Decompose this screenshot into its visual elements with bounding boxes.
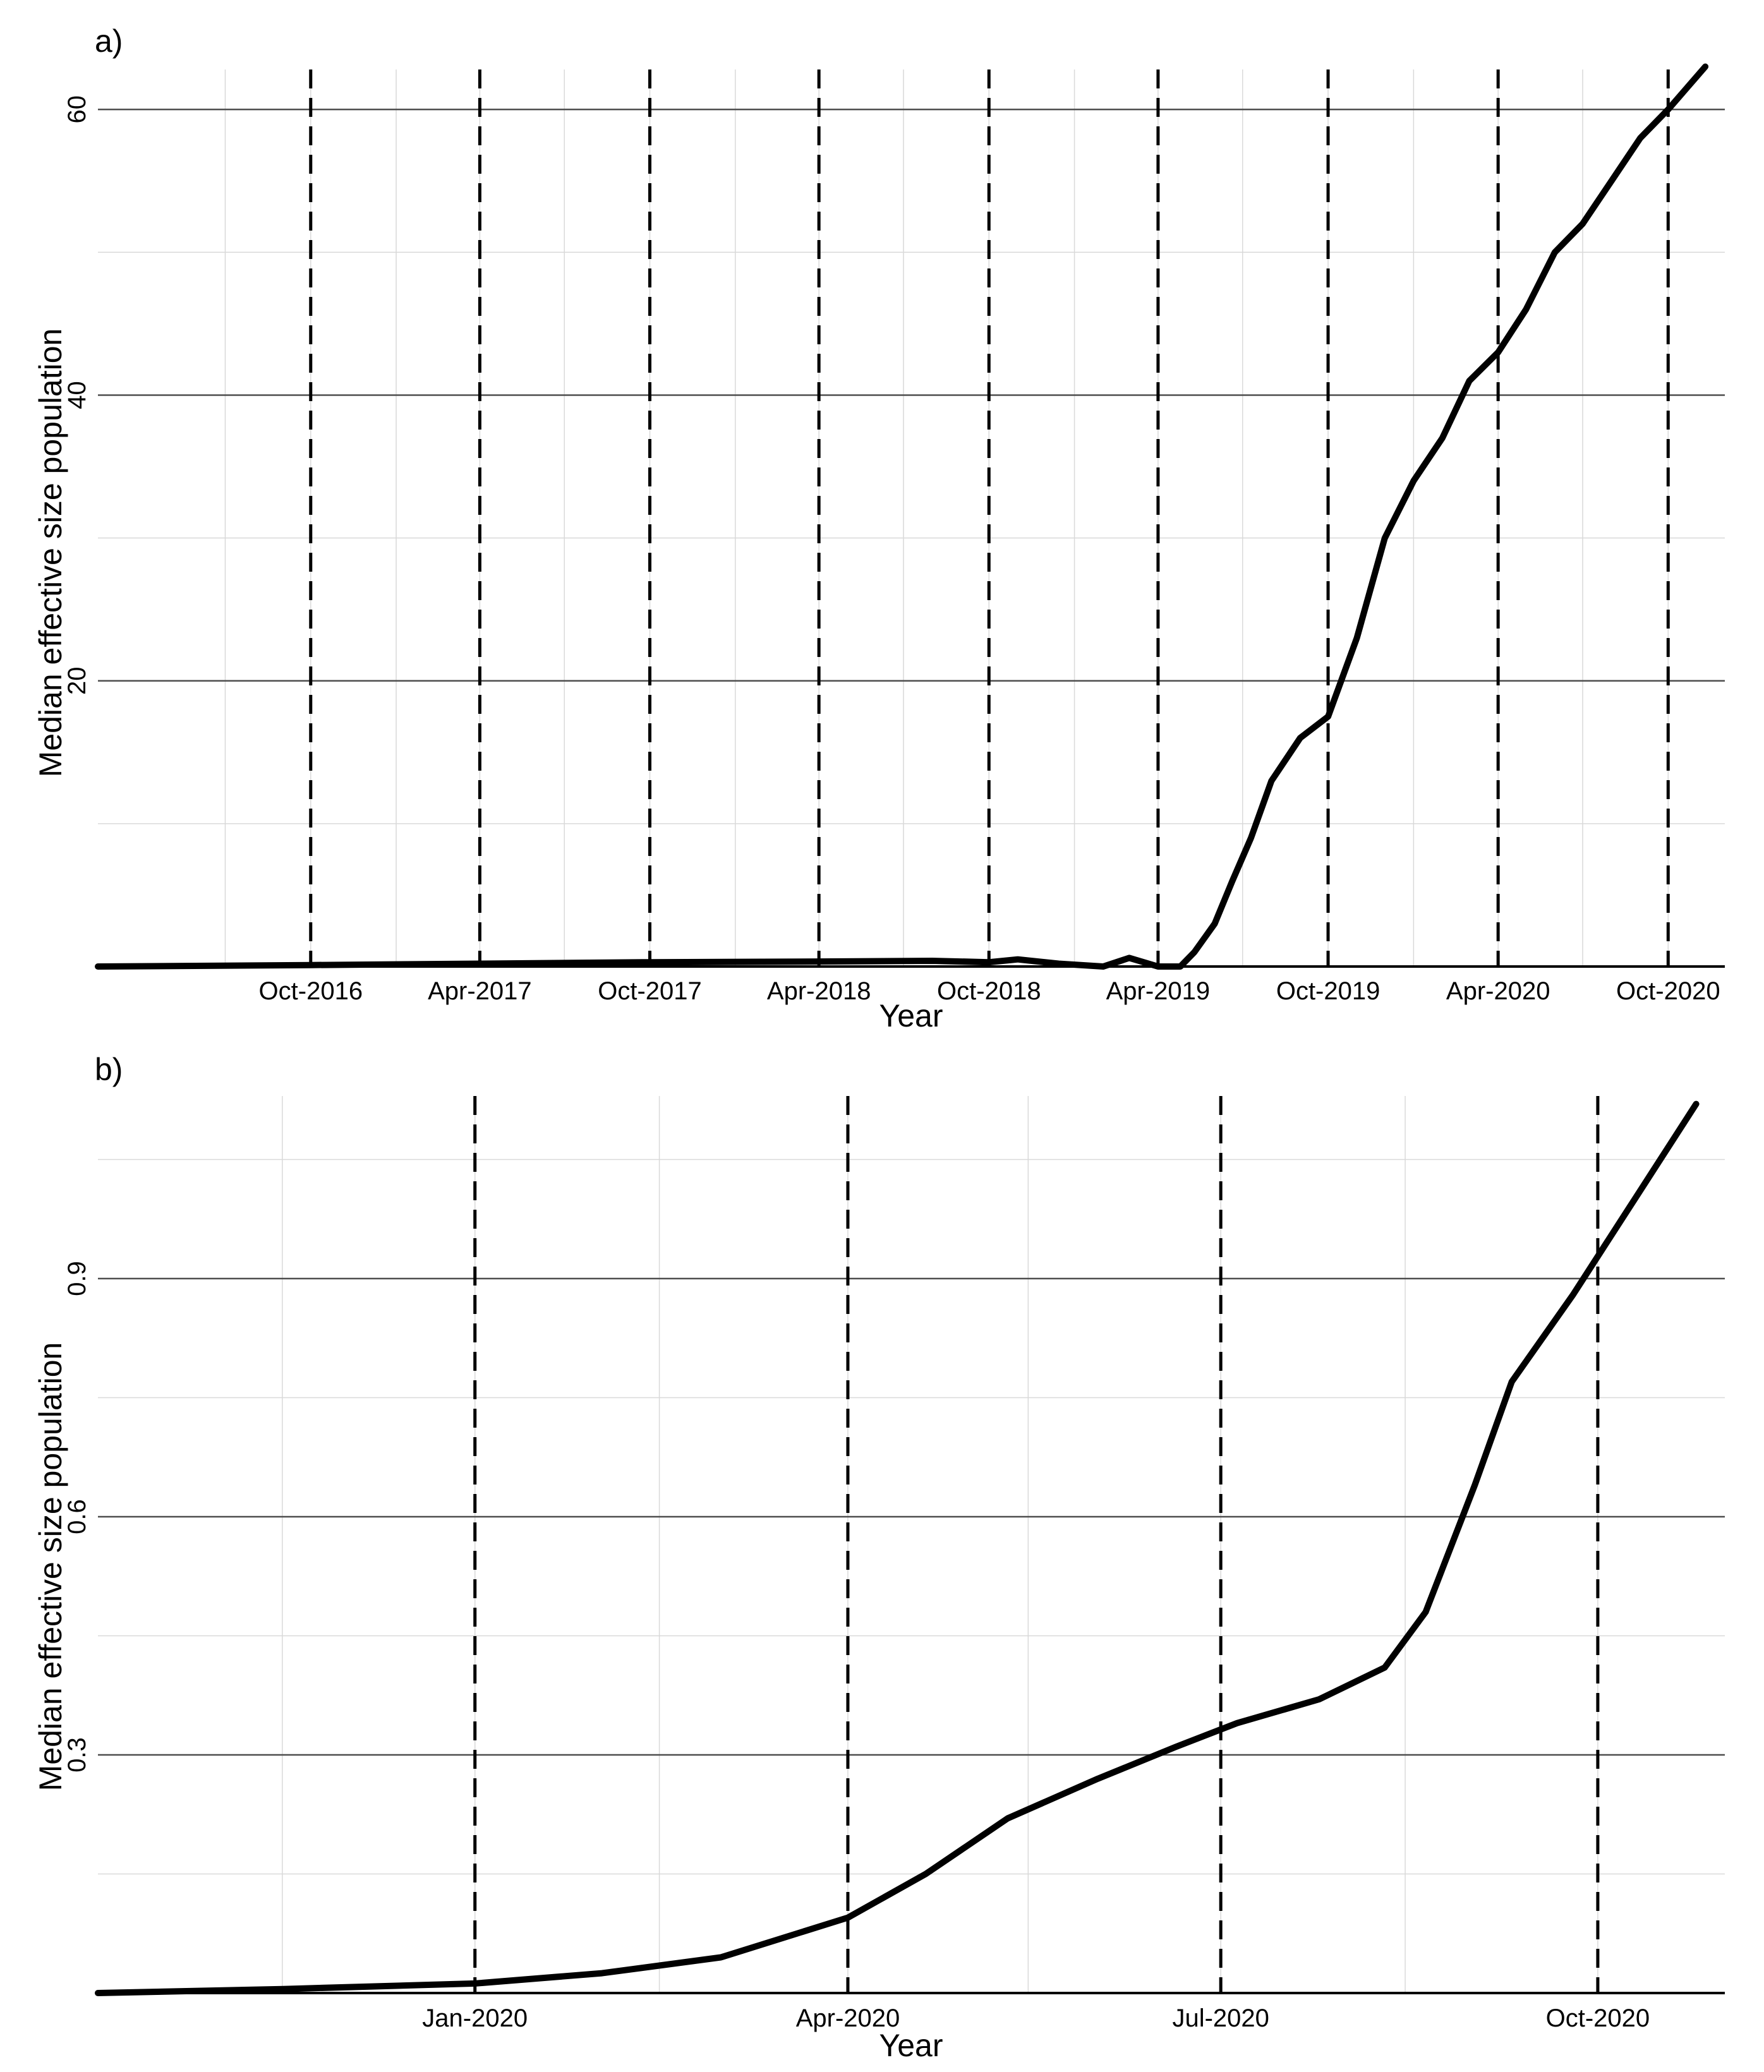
panel-b-x-tick-label: Apr-2020 — [796, 2004, 900, 2032]
panel-b-y-tick-label: 0.6 — [63, 1499, 91, 1534]
panel-a-x-tick-label: Oct-2016 — [259, 977, 363, 1005]
panel-b-y-tick-label: 0.3 — [63, 1737, 91, 1773]
panel-a-x-tick-label: Apr-2018 — [767, 977, 871, 1005]
panel-b-reference-lines — [473, 1096, 1600, 1993]
panel-b-x-tick-label: Jan-2020 — [422, 2004, 528, 2032]
panel-a-y-axis-title: Median effective size population — [33, 328, 68, 778]
panel-a-series-line — [95, 63, 1709, 970]
panel-a-series — [95, 63, 1709, 970]
panel-a-y-tick-labels: 20 40 60 — [63, 95, 91, 695]
panel-b-series — [95, 1100, 1700, 1996]
panel-a: a) 20 40 60 Oct-2016 Apr-2017 Oct-2017 Apr-20… — [33, 23, 1725, 1033]
panel-a-minor-grid — [98, 69, 1725, 967]
panel-b-x-tick-labels: Jan-2020 Apr-2020 Jul-2020 Oct-2020 — [422, 2004, 1650, 2032]
panel-b-x-tick-label: Jul-2020 — [1172, 2004, 1269, 2032]
panel-b-major-grid — [98, 1277, 1725, 1756]
panel-b-y-axis-title: Median effective size population — [33, 1342, 68, 1792]
panel-a-y-tick-label: 20 — [63, 667, 91, 696]
panel-b-y-tick-label: 0.9 — [63, 1261, 91, 1296]
panel-b-series-line — [95, 1100, 1700, 1996]
panel-b-y-tick-labels: 0.3 0.6 0.9 — [63, 1261, 91, 1773]
panel-a-y-tick-label: 40 — [63, 381, 91, 409]
panel-a-label: a) — [95, 23, 123, 59]
panel-a-x-tick-label: Oct-2019 — [1276, 977, 1380, 1005]
panel-b-label: b) — [95, 1052, 123, 1087]
panel-a-x-tick-labels: Oct-2016 Apr-2017 Oct-2017 Apr-2018 Oct-2018… — [259, 977, 1720, 1005]
panel-a-y-tick-label: 60 — [63, 95, 91, 124]
panel-a-x-tick-label: Oct-2020 — [1616, 977, 1720, 1005]
panel-a-x-axis-title: Year — [879, 998, 943, 1033]
panel-b-x-axis-title: Year — [879, 2028, 943, 2063]
panel-b-minor-grid — [98, 1096, 1725, 1993]
panel-a-x-tick-label: Apr-2019 — [1106, 977, 1211, 1005]
panel-a-x-tick-label: Apr-2020 — [1446, 977, 1550, 1005]
panel-b: b) 0.3 0.6 0.9 Jan-2020 Apr-2020 Jul-2020 Oct… — [33, 1052, 1725, 2063]
panel-a-reference-lines — [309, 69, 1670, 967]
panel-a-x-tick-label: Oct-2018 — [937, 977, 1041, 1005]
panel-a-x-tick-label: Apr-2017 — [428, 977, 532, 1005]
panel-b-x-tick-label: Oct-2020 — [1546, 2004, 1650, 2032]
panel-a-x-tick-label: Oct-2017 — [598, 977, 702, 1005]
panel-a-major-grid — [98, 109, 1725, 682]
